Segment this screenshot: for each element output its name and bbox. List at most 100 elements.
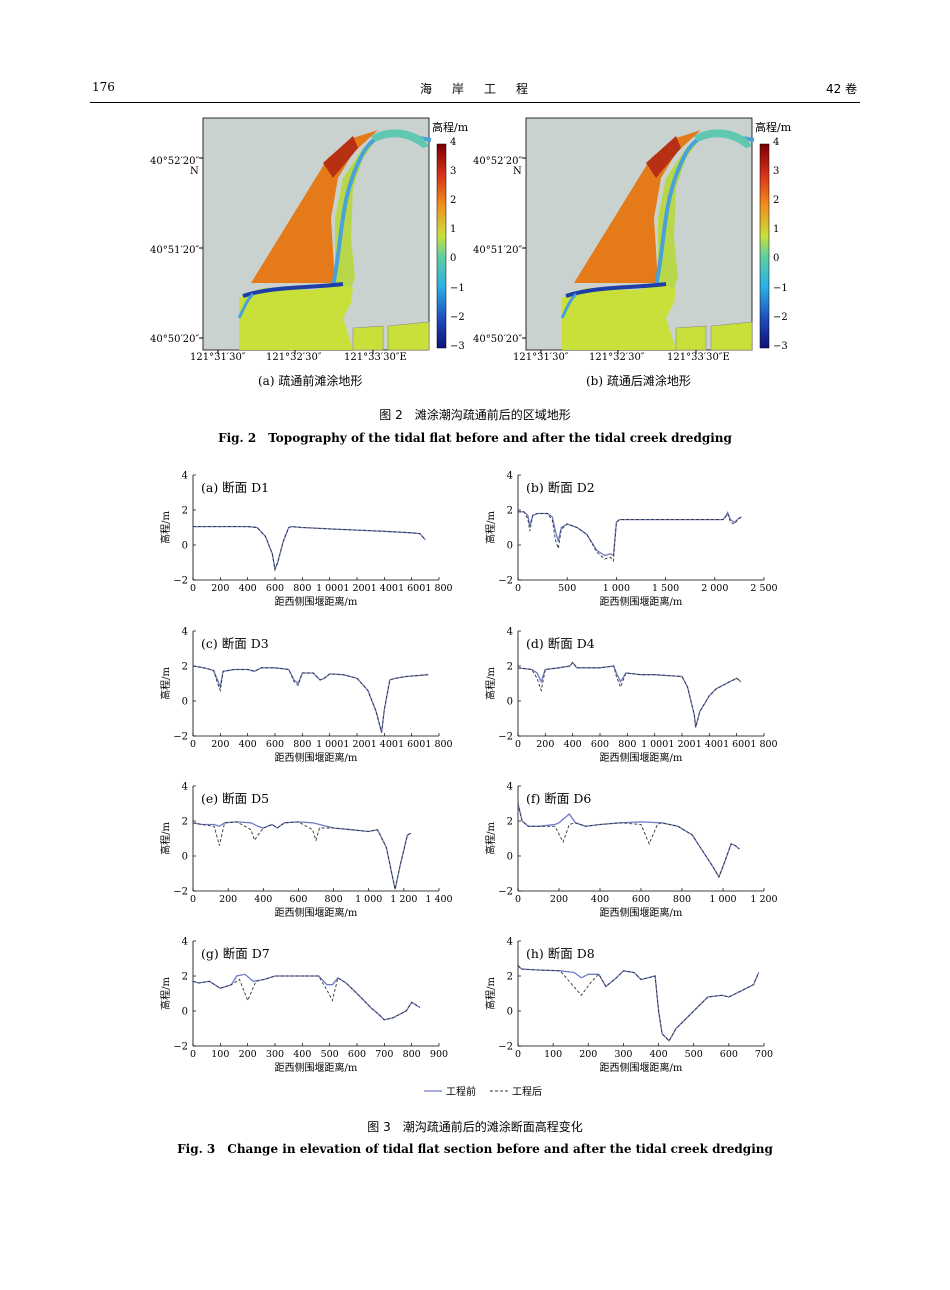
y-tick-label: 4 — [507, 937, 513, 948]
y-tick-label: −2 — [498, 732, 513, 743]
header-rule — [90, 102, 860, 103]
x-tick-label: 600 — [348, 1049, 366, 1060]
colorbar-tick: 0 — [450, 253, 457, 265]
lon-label: 121°31′30″ — [513, 352, 569, 363]
series-before-line — [193, 525, 426, 572]
journal-name: 海 岸 工 程 — [420, 82, 533, 96]
x-axis-label: 距西侧围堰距离/m — [600, 595, 683, 608]
figure3-legend: 工程前 工程后 — [424, 1085, 542, 1098]
figure3-caption-en: Fig. 3 Change in elevation of tidal flat… — [177, 1142, 773, 1156]
x-tick-label: 1 800 — [750, 739, 777, 750]
y-axis-label: 高程/m — [484, 667, 497, 700]
x-tick-label: 600 — [632, 894, 650, 905]
land-high — [251, 130, 378, 283]
x-tick-label: 1 600 — [398, 583, 425, 594]
legend-after-label: 工程后 — [512, 1086, 542, 1098]
tidal-flat — [562, 284, 676, 350]
y-tick-label: 2 — [182, 662, 188, 673]
y-tick-label: 4 — [182, 471, 188, 482]
colorbar-tick: −2 — [450, 311, 465, 323]
x-tick-label: 100 — [211, 1049, 229, 1060]
chart-title: (b) 断面 D2 — [526, 480, 595, 495]
colorbar-tick: −3 — [450, 340, 465, 352]
series-after-line — [193, 526, 426, 572]
series-after-line — [192, 975, 421, 1021]
lat-label: 40°50′20″ — [150, 334, 200, 345]
y-axis-label: 高程/m — [159, 822, 172, 855]
x-tick-label: 800 — [618, 739, 636, 750]
y-axis-label: 高程/m — [159, 511, 172, 544]
x-tick-label: 200 — [219, 894, 237, 905]
map-before — [199, 117, 432, 354]
x-tick-label: 400 — [254, 894, 272, 905]
x-tick-label: 2 000 — [701, 583, 728, 594]
y-tick-label: 2 — [507, 662, 513, 673]
x-tick-label: 800 — [673, 894, 691, 905]
x-tick-label: 200 — [211, 739, 229, 750]
map-b-caption: (b) 疏通后滩涂地形 — [586, 374, 691, 388]
x-tick-label: 2 500 — [750, 583, 777, 594]
lat-label: 40°50′20″ — [473, 334, 523, 345]
colorbar-tick: 1 — [773, 224, 780, 236]
x-axis-label: 距西侧围堰距离/m — [275, 595, 358, 608]
y-tick-label: 4 — [507, 627, 513, 638]
y-tick-label: −2 — [173, 887, 188, 898]
series-before-line — [192, 665, 429, 733]
page-number: 176 — [92, 80, 115, 94]
colorbar-title: 高程/m — [432, 121, 469, 134]
x-tick-label: 200 — [536, 739, 554, 750]
chart-title: (c) 断面 D3 — [201, 636, 269, 651]
y-tick-label: 0 — [182, 541, 188, 552]
colorbar-tick: 4 — [773, 137, 780, 148]
figure2-maps — [199, 117, 770, 354]
chart-title: (d) 断面 D4 — [526, 636, 595, 651]
x-tick-label: 1 000 — [641, 739, 668, 750]
x-tick-label: 600 — [720, 1049, 738, 1060]
y-axis-label: 高程/m — [484, 511, 497, 544]
lon-label: 121°31′30″ — [190, 352, 246, 363]
x-tick-label: 600 — [289, 894, 307, 905]
y-tick-label: 4 — [507, 471, 513, 482]
x-tick-label: 400 — [650, 1049, 668, 1060]
x-tick-label: 600 — [266, 583, 284, 594]
x-tick-label: 600 — [591, 739, 609, 750]
chart-title: (a) 断面 D1 — [201, 480, 269, 495]
y-tick-label: −2 — [498, 1042, 513, 1053]
x-tick-label: 300 — [266, 1049, 284, 1060]
series-after-line — [517, 661, 742, 728]
x-tick-label: 1 200 — [750, 894, 777, 905]
x-tick-label: 0 — [515, 739, 521, 750]
colorbar-tick: 2 — [450, 195, 457, 207]
x-tick-label: 1 200 — [668, 739, 695, 750]
deep-channel — [565, 282, 667, 298]
x-tick-label: 0 — [190, 739, 196, 750]
north-label: N — [513, 166, 522, 177]
legend-before-label: 工程前 — [446, 1085, 476, 1098]
x-tick-label: 1 400 — [371, 739, 398, 750]
series-before-line — [517, 661, 742, 728]
colorbar-title: 高程/m — [755, 121, 792, 134]
x-tick-label: 800 — [293, 739, 311, 750]
y-tick-label: −2 — [498, 576, 513, 587]
tidal-flat — [239, 284, 353, 350]
x-tick-label: 800 — [325, 894, 343, 905]
y-tick-label: 0 — [507, 852, 513, 863]
x-tick-label: 1 500 — [652, 583, 679, 594]
x-tick-label: 1 600 — [723, 739, 750, 750]
chart-title: (e) 断面 D5 — [201, 791, 269, 806]
x-tick-label: 200 — [550, 894, 568, 905]
y-tick-label: 2 — [182, 817, 188, 828]
x-tick-label: 1 200 — [390, 894, 417, 905]
y-axis-label: 高程/m — [159, 977, 172, 1010]
x-tick-label: 1 400 — [371, 583, 398, 594]
x-tick-label: 700 — [755, 1049, 773, 1060]
lon-label: 121°33′30″E — [344, 352, 407, 363]
lat-label: 40°52′20″ — [473, 156, 523, 167]
x-tick-label: 1 000 — [603, 583, 630, 594]
x-tick-label: 500 — [558, 583, 576, 594]
